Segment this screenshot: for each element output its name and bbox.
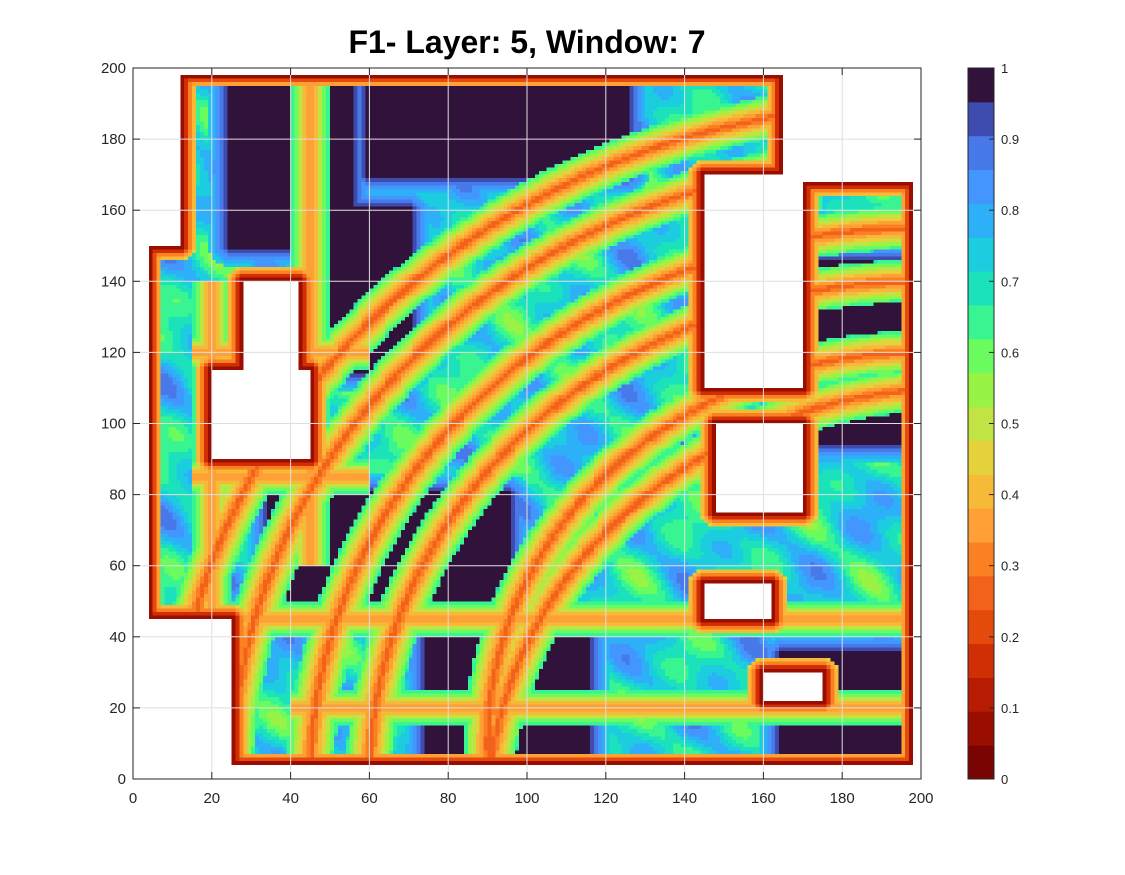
x-tick-label-60: 60 (361, 790, 378, 807)
colorbar-band-12 (968, 338, 994, 374)
x-tick-label-0: 0 (129, 790, 137, 807)
x-tick-label-140: 140 (672, 790, 697, 807)
y-tick-label-100: 100 (101, 416, 126, 433)
y-tick-label-200: 200 (101, 60, 126, 77)
colorbar-band-14 (968, 271, 994, 306)
y-tick-label-40: 40 (109, 629, 126, 646)
colorbar-tick-label-0.3: 0.3 (1001, 559, 1019, 574)
y-tick-label-20: 20 (109, 700, 126, 717)
x-tick-label-80: 80 (440, 790, 457, 807)
colorbar-band-19 (968, 101, 994, 137)
colorbar-band-11 (968, 372, 994, 408)
colorbar-band-5 (968, 575, 994, 611)
colorbar-band-6 (968, 542, 994, 577)
y-tick-label-160: 160 (101, 202, 126, 219)
x-tick-label-160: 160 (751, 790, 776, 807)
y-tick-label-0: 0 (118, 771, 126, 788)
chart-title: F1- Layer: 5, Window: 7 (348, 24, 705, 60)
colorbar-band-16 (968, 203, 994, 238)
colorbar-tick-label-0.7: 0.7 (1001, 274, 1019, 289)
x-axis-ticks: 0 20 40 60 80 100 120 140 160 180 200 (129, 68, 934, 807)
colorbar-band-18 (968, 135, 994, 171)
y-tick-label-180: 180 (101, 131, 126, 148)
colorbar-band-0 (968, 745, 994, 780)
x-tick-label-40: 40 (282, 790, 299, 807)
colorbar-band-13 (968, 305, 994, 340)
colorbar-band-9 (968, 440, 994, 475)
y-tick-label-80: 80 (109, 487, 126, 504)
colorbar-band-4 (968, 609, 994, 645)
colorbar-ticks: 0 0.1 0.2 0.3 0.4 0.5 0.6 0.7 0.8 0.9 1 (989, 61, 1019, 787)
y-tick-label-60: 60 (109, 558, 126, 575)
colorbar-tick-label-0.4: 0.4 (1001, 488, 1019, 503)
colorbar-band-20 (968, 68, 994, 103)
x-tick-label-20: 20 (203, 790, 220, 807)
colorbar-tick-label-1: 1 (1001, 61, 1008, 76)
colorbar-tick-label-0.6: 0.6 (1001, 345, 1019, 360)
grid-lines (133, 68, 921, 779)
colorbar-tick-label-0.1: 0.1 (1001, 701, 1019, 716)
colorbar-tick-label-0.8: 0.8 (1001, 203, 1019, 218)
y-tick-label-120: 120 (101, 344, 126, 361)
colorbar-tick-label-0.9: 0.9 (1001, 132, 1019, 147)
plot-area: 0 20 40 60 80 100 120 140 160 180 200 0 20 40 60 80 100… (101, 60, 934, 807)
x-tick-label-200: 200 (908, 790, 933, 807)
x-tick-label-100: 100 (514, 790, 539, 807)
colorbar-band-2 (968, 677, 994, 712)
colorbar-band-15 (968, 237, 994, 272)
colorbar: 0 0.1 0.2 0.3 0.4 0.5 0.6 0.7 0.8 0.9 1 (967, 61, 1019, 787)
colorbar-band-7 (968, 508, 994, 543)
colorbar-band-8 (968, 474, 994, 509)
y-tick-label-140: 140 (101, 273, 126, 290)
x-tick-label-180: 180 (830, 790, 855, 807)
y-axis-ticks: 0 20 40 60 80 100 120 140 160 180 200 (101, 60, 921, 788)
colorbar-band-17 (968, 169, 994, 204)
colorbar-band-1 (968, 711, 994, 746)
colorbar-bands (968, 68, 994, 780)
colorbar-tick-label-0.5: 0.5 (1001, 417, 1019, 432)
x-tick-label-120: 120 (593, 790, 618, 807)
colorbar-tick-label-0.2: 0.2 (1001, 630, 1019, 645)
colorbar-tick-label-0: 0 (1001, 772, 1008, 787)
colorbar-band-3 (968, 643, 994, 678)
